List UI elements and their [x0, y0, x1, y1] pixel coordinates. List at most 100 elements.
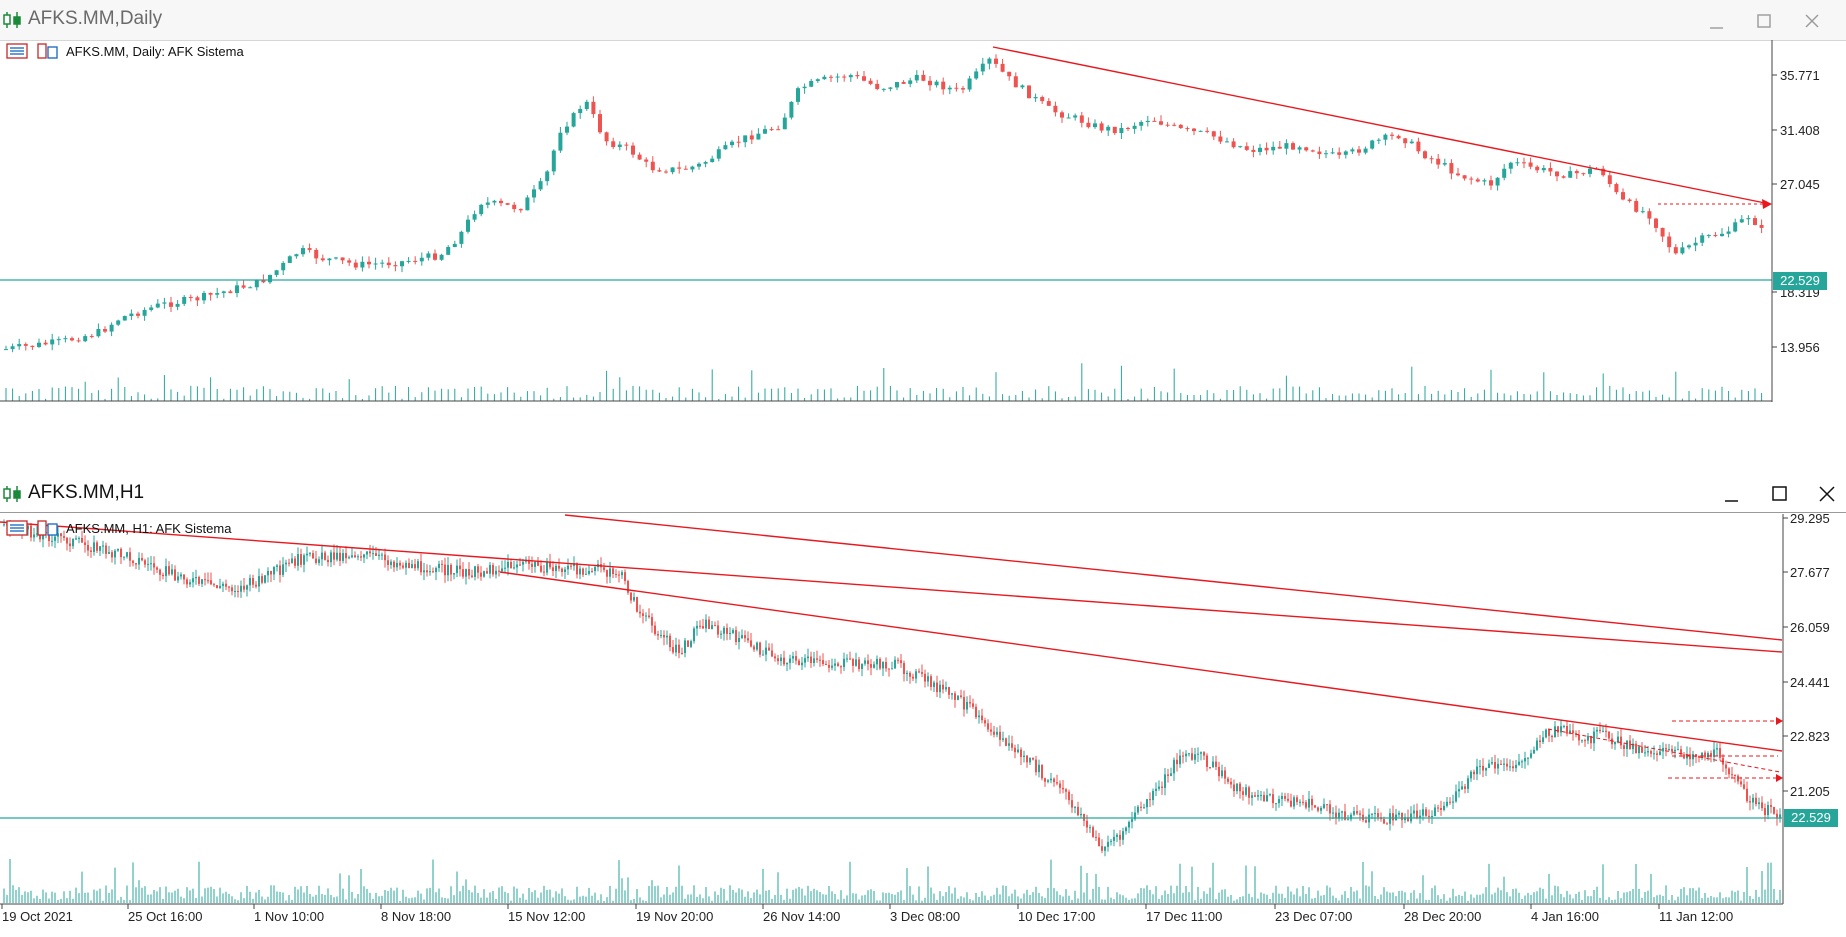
minimize-button[interactable]: [1712, 479, 1750, 509]
candle: [1126, 126, 1130, 131]
candle: [117, 548, 119, 552]
candle: [1338, 808, 1340, 822]
candle: [1641, 742, 1643, 754]
candle: [273, 566, 275, 581]
candle: [1764, 803, 1766, 822]
candle: [439, 253, 444, 261]
candle: [477, 563, 479, 579]
candle: [498, 565, 500, 577]
candle: [534, 560, 536, 573]
candle: [928, 76, 932, 91]
candle: [1079, 111, 1084, 128]
candle: [981, 708, 983, 724]
candle: [747, 631, 749, 644]
h1-window-titlebar[interactable]: AFKS.MM,H1: [0, 476, 1846, 513]
chart-type-icon[interactable]: [37, 520, 58, 536]
candle: [235, 281, 239, 298]
candle: [657, 630, 659, 640]
candle: [1401, 812, 1403, 828]
candle: [248, 286, 253, 289]
candle: [188, 294, 193, 302]
candle: [924, 669, 926, 688]
candle: [783, 650, 785, 667]
candle: [485, 197, 490, 209]
candle: [30, 345, 35, 350]
candle: [1293, 795, 1295, 810]
candle: [1251, 791, 1253, 806]
candle: [576, 562, 578, 579]
candle: [192, 571, 194, 588]
daily-window-titlebar[interactable]: AFKS.MM,Daily: [0, 0, 1846, 41]
candle: [285, 559, 287, 572]
candle: [301, 245, 305, 257]
candle: [1238, 145, 1243, 148]
candle: [819, 655, 821, 667]
candle: [879, 657, 881, 671]
candle: [324, 550, 326, 561]
daily-chart-area[interactable]: 35.771 31.408 27.045 18.319 13.956 AFKS.MM, …: [0, 40, 1846, 402]
candle: [186, 577, 188, 589]
candle: [466, 215, 470, 234]
indicator-list-icon[interactable]: [6, 43, 28, 59]
candle: [1350, 812, 1352, 822]
h1-chart-window[interactable]: AFKS.MM,H1 29.295 27.677 26.059 24.4: [0, 476, 1846, 932]
candle: [1746, 215, 1751, 225]
candle: [1233, 779, 1235, 797]
candle: [921, 664, 923, 677]
close-button[interactable]: [1793, 6, 1831, 36]
candle: [954, 691, 956, 708]
maximize-button[interactable]: [1745, 6, 1783, 36]
candle: [1660, 227, 1665, 242]
candle: [351, 547, 353, 559]
candle: [1152, 788, 1154, 806]
candle: [1479, 760, 1481, 775]
candle: [162, 572, 164, 580]
candle: [875, 79, 880, 91]
candle: [51, 534, 53, 547]
candle: [474, 565, 476, 581]
daily-chart-window[interactable]: AFKS.MM,Daily 35.771 31.408 27.045 18.319 13…: [0, 0, 1846, 404]
candle: [600, 557, 602, 573]
candle: [1574, 169, 1579, 179]
candle: [1188, 752, 1190, 757]
candle: [1551, 734, 1553, 743]
candle: [948, 686, 950, 699]
candle: [1497, 758, 1499, 775]
candle: [1370, 139, 1375, 150]
candle: [386, 257, 391, 269]
h1-current-price-badge: 22.529: [1784, 809, 1838, 827]
candle: [1341, 810, 1343, 821]
candle: [267, 567, 269, 583]
candle: [861, 663, 863, 677]
close-button[interactable]: [1808, 479, 1846, 509]
h1-chart-area[interactable]: 29.295 27.677 26.059 24.441 22.823 21.205 19 …: [0, 511, 1846, 932]
candle: [1383, 133, 1388, 146]
h1-candlestick-chart[interactable]: 29.295 27.677 26.059 24.441 22.823 21.205 19 …: [0, 511, 1846, 932]
candle: [756, 641, 758, 652]
candle: [777, 654, 779, 665]
candle: [96, 323, 101, 338]
candle: [420, 553, 422, 576]
candle: [703, 160, 708, 168]
candle: [1467, 775, 1469, 794]
chart-type-icon[interactable]: [37, 43, 58, 59]
candle: [1008, 735, 1010, 751]
candle: [987, 719, 989, 733]
candle: [90, 546, 92, 558]
minimize-button[interactable]: [1697, 6, 1735, 36]
indicator-list-icon[interactable]: [6, 520, 28, 536]
candle: [1000, 58, 1005, 73]
candle: [1659, 745, 1661, 756]
candle: [782, 113, 787, 130]
maximize-button[interactable]: [1760, 479, 1798, 509]
candle: [1191, 747, 1193, 761]
candle: [552, 561, 554, 577]
candle: [135, 563, 137, 570]
candle: [465, 568, 467, 585]
candle: [1602, 725, 1604, 733]
candle: [360, 256, 365, 272]
candle: [1632, 738, 1634, 755]
candle: [1225, 137, 1229, 143]
